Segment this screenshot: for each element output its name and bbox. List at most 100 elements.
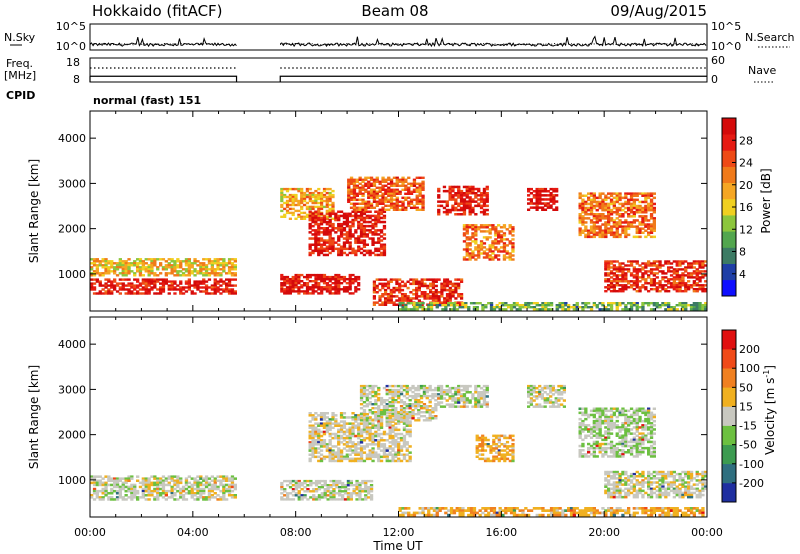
echo-cell	[213, 280, 217, 283]
echo-cell	[305, 290, 310, 293]
echo-cell	[462, 200, 467, 203]
echo-cell	[334, 434, 338, 438]
echo-cell	[437, 297, 441, 300]
echo-cell	[98, 262, 102, 265]
echo-cell	[411, 394, 415, 398]
echo-cell	[621, 227, 625, 230]
echo-cell	[368, 426, 372, 429]
echo-cell	[347, 192, 351, 195]
echo-cell	[378, 188, 382, 191]
echo-cell	[297, 280, 301, 283]
echo-cell	[389, 188, 394, 191]
echo-cell	[421, 206, 425, 209]
echo-cell	[378, 202, 382, 205]
colorbar-tick-label: 16	[739, 201, 753, 214]
echo-cell	[454, 198, 458, 201]
echo-cell	[408, 386, 412, 390]
echo-cell	[695, 260, 699, 263]
echo-cell	[644, 225, 648, 228]
echo-cell	[367, 176, 371, 179]
echo-cell	[387, 208, 391, 211]
echo-cell	[280, 288, 284, 291]
echo-cell	[280, 215, 284, 218]
echo-cell	[407, 188, 411, 191]
echo-cell	[308, 224, 312, 228]
echo-cell	[196, 475, 200, 478]
echo-cell	[403, 295, 407, 298]
echo-cell	[641, 302, 645, 305]
echo-cell	[402, 401, 407, 404]
echo-cell	[378, 282, 382, 286]
echo-cell	[375, 284, 379, 288]
echo-cell	[618, 302, 622, 305]
echo-cell	[337, 436, 341, 440]
echo-cell	[161, 479, 166, 482]
echo-cell	[359, 235, 364, 238]
echo-cell	[482, 252, 487, 255]
echo-cell	[460, 295, 464, 298]
echo-cell	[454, 286, 458, 290]
echo-cell	[488, 258, 492, 261]
echo-cell	[494, 256, 498, 259]
echo-cell	[314, 434, 318, 438]
echo-cell	[451, 189, 455, 193]
echo-cell	[377, 212, 381, 216]
echo-cell	[320, 275, 324, 279]
echo-cell	[311, 439, 315, 442]
echo-cell	[385, 392, 389, 396]
echo-cell	[334, 231, 338, 234]
echo-cell	[669, 274, 674, 277]
echo-cell	[368, 390, 372, 394]
echo-cell	[115, 284, 120, 287]
echo-cell	[443, 286, 447, 290]
echo-cell	[314, 233, 318, 236]
echo-cell	[377, 210, 381, 213]
echo-cell	[521, 306, 525, 309]
echo-cell	[207, 278, 212, 281]
echo-cell	[312, 494, 316, 497]
echo-cell	[230, 494, 235, 497]
echo-cell	[667, 282, 671, 285]
echo-cell	[332, 490, 336, 493]
echo-cell	[384, 184, 388, 187]
echo-cell	[447, 304, 451, 307]
echo-cell	[359, 422, 364, 425]
echo-cell	[317, 275, 321, 279]
echo-cell	[90, 268, 94, 271]
echo-cell	[417, 286, 421, 290]
echo-cell	[291, 201, 295, 205]
echo-cell	[485, 194, 489, 197]
echo-cell	[320, 203, 324, 207]
echo-cell	[465, 248, 469, 251]
echo-cell	[222, 290, 226, 293]
echo-cell	[632, 221, 636, 224]
echo-cell	[543, 190, 548, 193]
echo-cell	[355, 194, 359, 197]
echo-cell	[624, 306, 628, 309]
echo-cell	[92, 479, 97, 482]
echo-cell	[578, 213, 582, 216]
echo-cell	[355, 184, 359, 187]
echo-cell	[395, 176, 399, 179]
echo-cell	[488, 248, 492, 251]
echo-cell	[552, 200, 556, 203]
echo-cell	[612, 264, 616, 267]
echo-cell	[337, 443, 341, 446]
echo-cell	[621, 288, 625, 291]
echo-cell	[371, 407, 375, 410]
echo-cell	[339, 430, 344, 434]
echo-cell	[352, 198, 357, 201]
echo-cell	[407, 192, 411, 195]
frequency-trace	[89, 75, 707, 82]
echo-cell	[589, 221, 594, 224]
echo-cell	[491, 252, 495, 255]
echo-cell	[280, 282, 284, 285]
echo-cell	[624, 211, 628, 214]
echo-cell	[375, 176, 379, 179]
echo-cell	[598, 231, 602, 234]
echo-cell	[314, 278, 318, 281]
echo-cell	[297, 213, 301, 217]
echo-cell	[362, 218, 367, 222]
echo-cell	[199, 290, 203, 293]
echo-cell	[385, 424, 389, 427]
